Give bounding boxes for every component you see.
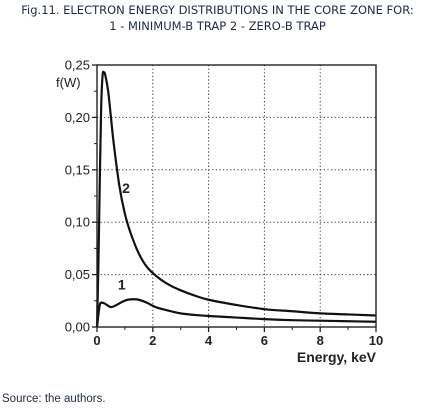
x-tick-label-6: 6 [261,333,268,348]
x-tick-label-4: 4 [205,333,213,348]
x-axis-ticks: 0 2 4 6 8 10 [93,327,383,348]
x-tick-label-8: 8 [317,333,324,348]
y-tick-label-0,15: 0,15 [65,162,90,177]
series-2-label: 2 [122,180,130,196]
x-tick-label-0: 0 [93,333,100,348]
series-1-label: 1 [118,276,126,292]
series-lines [95,70,377,328]
y-tick-label-0,05: 0,05 [65,267,90,282]
x-tick-label-2: 2 [149,333,156,348]
y-tick-label-0,00: 0,00 [65,320,90,335]
y-axis-ticks: 0,00 0,05 0,10 0,15 0,20 0,25 [65,58,97,335]
energy-distribution-chart: 0 2 4 6 8 10 0,00 0,05 0,10 0,15 0,20 0,25 f(W) En… [56,58,383,366]
y-tick-label-0,10: 0,10 [65,215,90,230]
plot-frame [96,64,377,328]
x-axis-label: Energy, keV [297,349,377,365]
x-tick-label-10: 10 [369,333,383,348]
y-axis-label: f(W) [56,75,81,90]
source-note: Source: the authors. [2,393,106,405]
series-1-line [95,298,377,328]
y-tick-label-0,25: 0,25 [65,58,90,73]
figure-caption-line-1: Fig.11. ELECTRON ENERGY DISTRIBUTIONS IN… [21,3,414,17]
series-2-line [95,70,377,328]
grid-lines [97,65,376,327]
y-tick-label-0,20: 0,20 [65,110,90,125]
figure-caption-line-2: 1 - MINIMUM-B TRAP 2 - ZERO-B TRAP [109,19,326,33]
